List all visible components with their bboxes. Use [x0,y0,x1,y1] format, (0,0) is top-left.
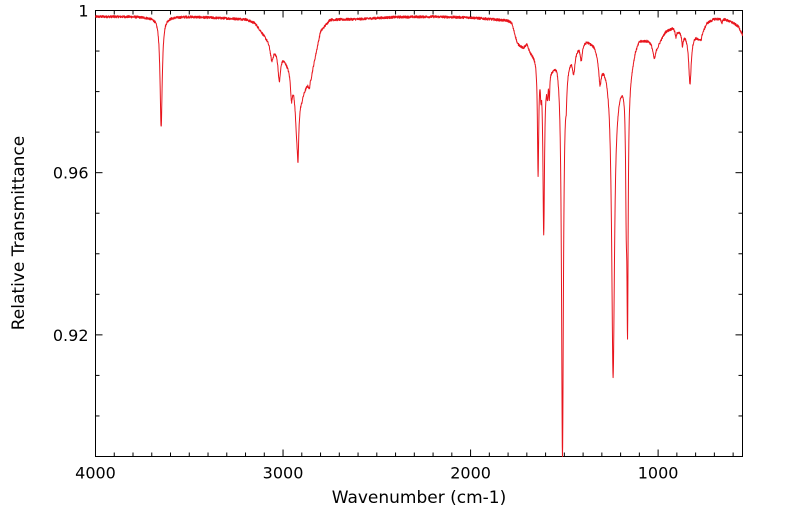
y-tick-label: 1 [78,2,88,21]
x-axis-label: Wavenumber (cm-1) [332,488,507,508]
x-tick-label: 1000 [638,464,679,483]
y-tick-label: 0.92 [53,326,89,345]
y-tick-labels: 1 0.96 0.92 [53,2,89,345]
y-axis-label: Relative Transmittance [9,136,29,331]
y-tick-label: 0.96 [53,164,89,183]
minor-ticks [95,10,743,457]
series-line [95,14,743,457]
x-tick-label: 4000 [75,464,116,483]
x-tick-labels: 4000 3000 2000 1000 [75,464,678,483]
plot-frame [95,10,743,457]
x-tick-label: 2000 [450,464,491,483]
x-tick-label: 3000 [263,464,304,483]
